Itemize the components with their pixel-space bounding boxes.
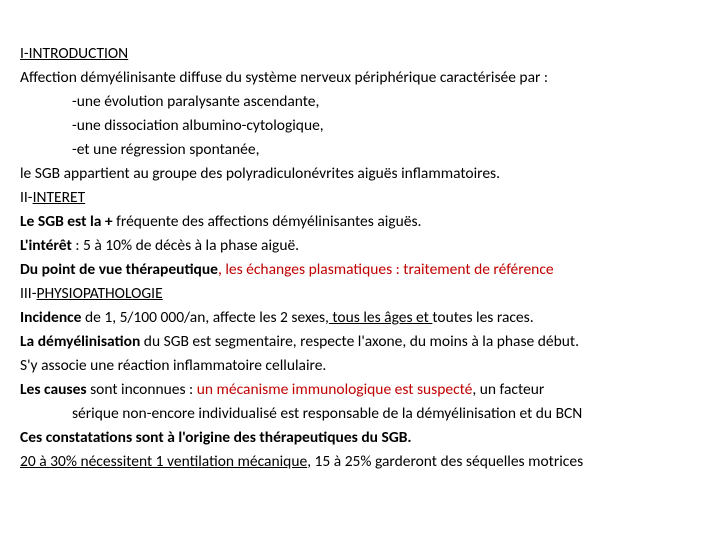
interet-l2-bold: L'intérêt [20,236,72,255]
physio-l4-bold: Les causes [20,380,87,399]
heading-introduction: I-INTRODUCTION [20,44,128,63]
intro-bullet-1: -une évolution paralysante ascendante, [20,90,700,114]
interet-l1-rest: fréquente des affections démyélinisantes… [113,212,422,231]
physio-line-6: 20 à 30% nécessitent 1 ventilation mécan… [20,450,700,474]
physio-line-3: S'y associe une réaction inflammatoire c… [20,354,700,378]
physio-line-4: Les causes sont inconnues : un mécanisme… [20,378,700,402]
interet-line-3: Du point de vue thérapeutique, les échan… [20,258,700,282]
section-3-prefix: III- [20,284,36,303]
slide-content: I-INTRODUCTION Affection démyélinisante … [0,0,720,540]
intro-bullet-3: -et une régression spontanée, [20,138,700,162]
section-2-prefix: II- [20,188,33,207]
physio-l6-u: 20 à 30% nécessitent 1 ventilation mécan… [20,452,307,471]
physio-l1-u1: tous les âges [329,308,416,327]
section-1-title: I-INTRODUCTION [20,42,700,66]
physio-line-4-cont: sérique non-encore individualisé est res… [20,402,700,426]
physio-line-5: Ces constatations sont à l'origine des t… [20,426,700,450]
physio-l4-red: un mécanisme immunologique est suspecté [197,380,473,399]
physio-line-1: Incidence de 1, 5/100 000/an, affecte le… [20,306,700,330]
physio-l1-e: toutes les races. [432,308,533,327]
interet-l3-bold: Du point de vue thérapeutique [20,260,218,279]
interet-line-2: L'intérêt : 5 à 10% de décès à la phase … [20,234,700,258]
physio-l4-d: , un facteur [472,380,544,399]
physio-l1-b: de 1, 5/100 000/an, affecte les 2 sexes, [81,308,328,327]
section-3-title: III-PHYSIOPATHOLOGIE [20,282,700,306]
intro-line-1: Affection démyélinisante diffuse du syst… [20,66,700,90]
heading-physiopathologie: PHYSIOPATHOLOGIE [36,284,162,303]
interet-l3-red: , les échanges plasmatiques : traitement… [218,260,554,279]
physio-l1-bold: Incidence [20,308,81,327]
physio-l1-u2: et [416,308,432,327]
physio-l4-b: sont inconnues : [87,380,197,399]
intro-line-2: le SGB appartient au groupe des polyradi… [20,162,700,186]
heading-interet: INTERET [33,188,86,207]
physio-line-2: La démyélinisation du SGB est segmentair… [20,330,700,354]
interet-l1-bold: Le SGB est la + [20,212,113,231]
intro-bullet-2: -une dissociation albumino-cytologique, [20,114,700,138]
interet-line-1: Le SGB est la + fréquente des affections… [20,210,700,234]
interet-l2-rest: : 5 à 10% de décès à la phase aiguë. [72,236,299,255]
physio-l6-rest: , 15 à 25% garderont des séquelles motri… [307,452,583,471]
physio-l2-rest: du SGB est segmentaire, respecte l'axone… [140,332,579,351]
section-2-title: II-INTERET [20,186,700,210]
physio-l2-bold: La démyélinisation [20,332,140,351]
